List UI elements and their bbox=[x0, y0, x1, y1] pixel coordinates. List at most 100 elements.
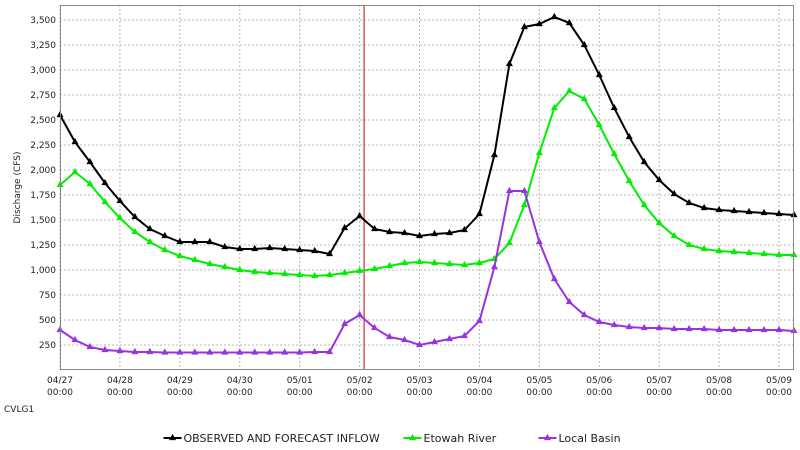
x-tick-time: 00:00 bbox=[47, 388, 73, 398]
data-point bbox=[401, 335, 409, 343]
data-point bbox=[745, 207, 753, 215]
data-point bbox=[775, 325, 783, 333]
y-tick-label: 3,250 bbox=[30, 41, 56, 51]
x-tick-date: 04/30 bbox=[227, 376, 253, 386]
x-tick-time: 00:00 bbox=[526, 388, 552, 398]
data-point bbox=[685, 240, 693, 248]
y-tick-label: 2,500 bbox=[30, 116, 56, 126]
data-point bbox=[505, 186, 513, 194]
data-point bbox=[71, 137, 79, 145]
data-point bbox=[475, 316, 483, 324]
x-tick-time: 00:00 bbox=[227, 388, 253, 398]
data-point bbox=[176, 237, 184, 245]
data-point bbox=[116, 196, 124, 204]
data-point bbox=[371, 224, 379, 232]
data-point bbox=[371, 323, 379, 331]
data-point bbox=[146, 347, 154, 355]
y-tick-label: 500 bbox=[39, 316, 56, 326]
data-point bbox=[445, 259, 453, 267]
series-2 bbox=[56, 86, 798, 279]
data-point bbox=[430, 229, 438, 237]
data-point bbox=[311, 347, 319, 355]
y-tick-label: 750 bbox=[39, 291, 56, 301]
data-point bbox=[505, 238, 513, 246]
x-tick-date: 04/28 bbox=[107, 376, 133, 386]
data-point bbox=[251, 348, 259, 355]
data-point bbox=[625, 176, 633, 184]
data-point bbox=[775, 250, 783, 258]
data-point bbox=[490, 262, 498, 270]
data-point bbox=[326, 347, 334, 355]
data-point bbox=[505, 59, 513, 67]
x-tick-time: 00:00 bbox=[706, 388, 732, 398]
series-layer bbox=[56, 12, 798, 355]
data-point bbox=[221, 348, 229, 355]
data-point bbox=[640, 157, 648, 165]
data-point bbox=[176, 348, 184, 355]
data-point bbox=[311, 246, 319, 254]
data-point bbox=[386, 332, 394, 340]
data-point bbox=[430, 337, 438, 345]
data-point bbox=[685, 198, 693, 206]
data-point bbox=[221, 262, 229, 270]
data-point bbox=[595, 70, 603, 78]
legend: OBSERVED AND FORECAST INFLOW Etowah River… bbox=[163, 432, 621, 445]
data-point bbox=[715, 205, 723, 213]
data-point bbox=[535, 19, 543, 27]
x-tick-time: 00:00 bbox=[167, 388, 193, 398]
data-point bbox=[565, 297, 573, 305]
data-point bbox=[266, 348, 274, 355]
data-point bbox=[206, 348, 214, 355]
data-point bbox=[131, 212, 139, 220]
data-point bbox=[326, 270, 334, 278]
data-point bbox=[251, 267, 259, 275]
data-point bbox=[206, 237, 214, 245]
y-axis-ticks: 250 500 750 1,000 1,250 1,500 1,750 2,000 2,250 2… bbox=[30, 16, 56, 351]
x-axis-ticks: 04/27 00:00 04/28 00:00 04/29 00:00 04/30 00:00… bbox=[47, 376, 792, 398]
data-point bbox=[341, 319, 349, 327]
data-point bbox=[610, 103, 618, 111]
data-point bbox=[730, 247, 738, 255]
x-tick-date: 05/09 bbox=[766, 376, 792, 386]
data-point bbox=[700, 244, 708, 252]
data-point bbox=[580, 310, 588, 318]
data-point bbox=[236, 348, 244, 355]
data-point bbox=[610, 149, 618, 157]
data-point bbox=[161, 245, 169, 253]
data-point bbox=[670, 324, 678, 332]
data-point bbox=[131, 347, 139, 355]
data-point bbox=[236, 265, 244, 273]
data-point bbox=[595, 120, 603, 128]
legend-label: Etowah River bbox=[424, 432, 497, 445]
data-point bbox=[745, 248, 753, 256]
y-tick-label: 2,250 bbox=[30, 141, 56, 151]
data-point bbox=[460, 331, 468, 339]
data-point bbox=[775, 209, 783, 217]
x-tick-date: 05/05 bbox=[526, 376, 552, 386]
data-point bbox=[71, 167, 79, 175]
data-point bbox=[535, 148, 543, 156]
data-point bbox=[520, 22, 528, 30]
x-tick-date: 05/04 bbox=[466, 376, 492, 386]
data-point bbox=[416, 340, 424, 348]
data-point bbox=[101, 178, 109, 186]
x-tick-time: 00:00 bbox=[407, 388, 433, 398]
y-tick-label: 250 bbox=[39, 341, 56, 351]
data-point bbox=[760, 208, 768, 216]
x-tick-time: 00:00 bbox=[347, 388, 373, 398]
data-point bbox=[730, 206, 738, 214]
data-point bbox=[101, 197, 109, 205]
legend-label: Local Basin bbox=[559, 432, 621, 445]
data-point bbox=[535, 237, 543, 245]
legend-item: Etowah River bbox=[403, 432, 497, 445]
x-tick-time: 00:00 bbox=[466, 388, 492, 398]
x-tick-date: 05/02 bbox=[347, 376, 373, 386]
data-point bbox=[236, 244, 244, 252]
x-tick-date: 05/08 bbox=[706, 376, 732, 386]
data-point bbox=[670, 189, 678, 197]
data-point bbox=[131, 227, 139, 235]
legend-label: OBSERVED AND FORECAST INFLOW bbox=[184, 432, 380, 445]
data-point bbox=[745, 325, 753, 333]
data-point bbox=[595, 317, 603, 325]
data-point bbox=[101, 345, 109, 353]
